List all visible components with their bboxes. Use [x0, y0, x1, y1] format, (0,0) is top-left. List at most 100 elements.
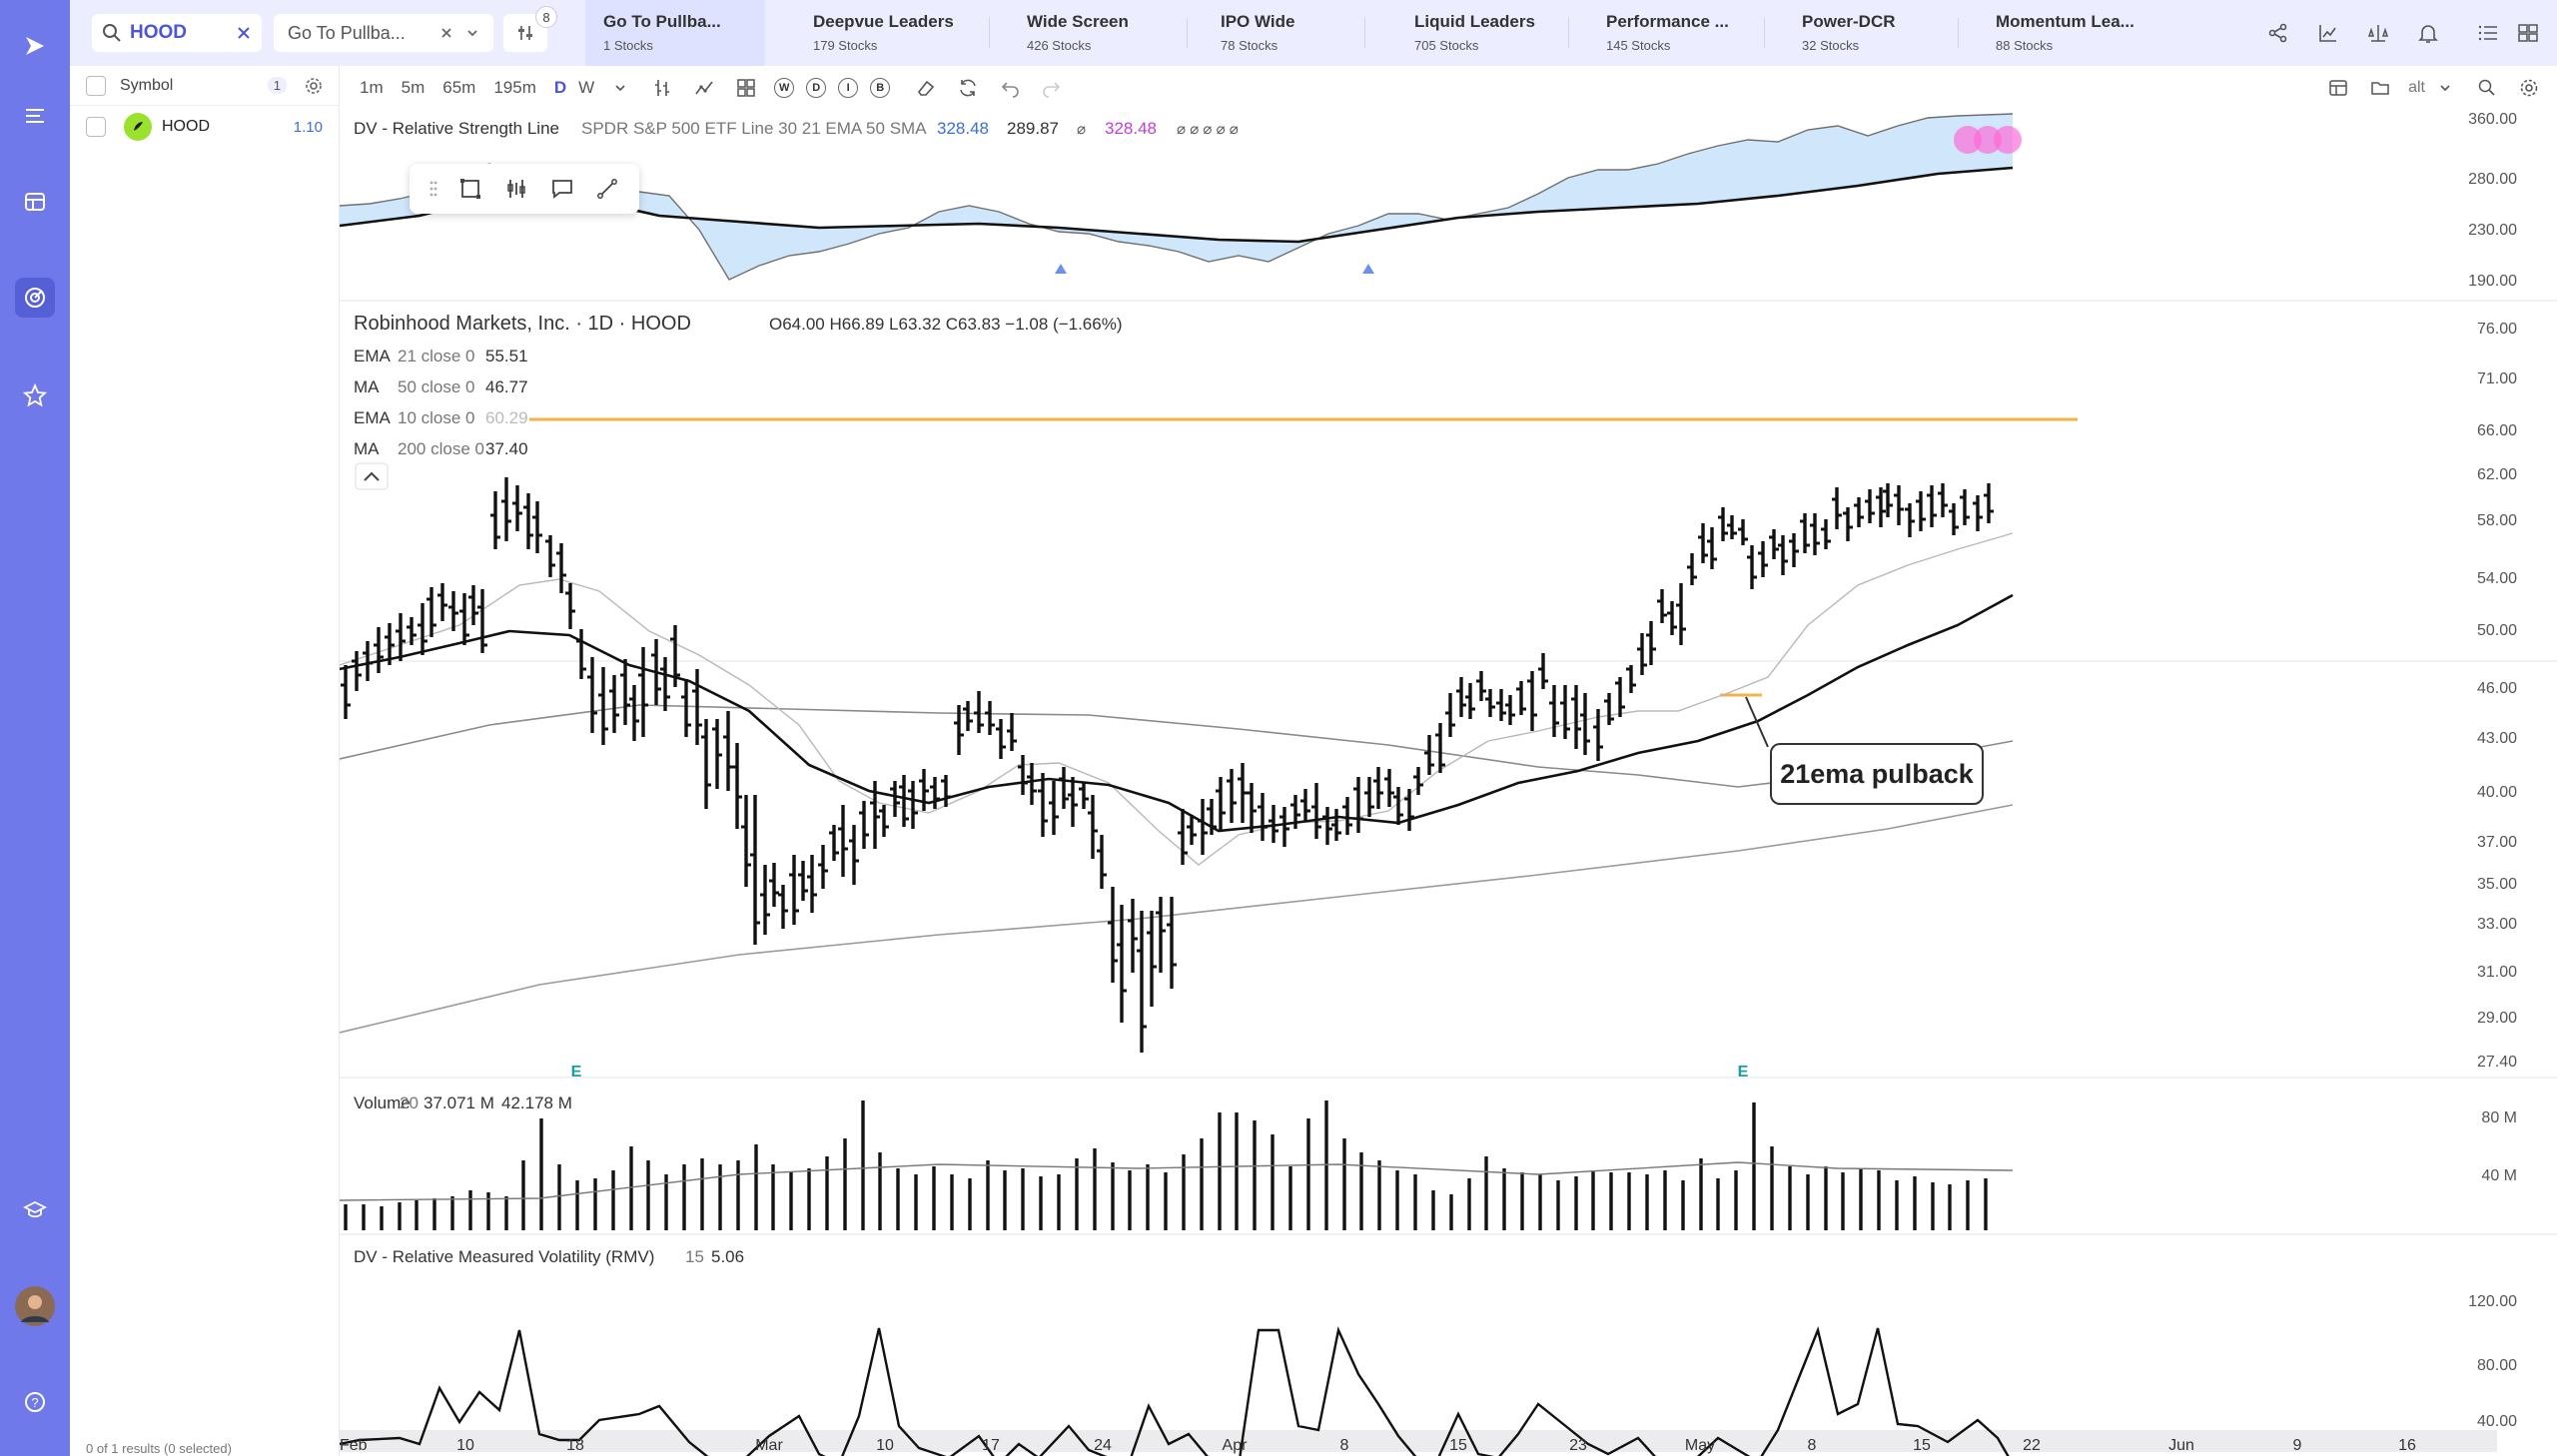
undo-icon[interactable] — [996, 74, 1024, 102]
tab-watchlist-4[interactable]: IPO Wide 78 Stocks — [1203, 0, 1312, 66]
menu-lines-icon[interactable] — [15, 96, 55, 136]
tab-divider — [1958, 18, 1959, 48]
gear-icon[interactable] — [305, 77, 323, 95]
drag-handle-icon[interactable] — [420, 175, 447, 203]
tab-watchlist-1[interactable]: Go To Pullba... 1 Stocks — [585, 0, 765, 66]
templates-icon[interactable] — [732, 74, 760, 102]
symbol-list-header: Symbol 1 — [70, 66, 339, 106]
tab-watchlist-3[interactable]: Wide Screen 426 Stocks — [1009, 0, 1147, 66]
target-icon[interactable] — [15, 278, 55, 318]
timeframe-65m[interactable]: 65m — [442, 78, 476, 97]
x-axis-label: May — [1685, 1437, 1715, 1454]
x-axis-label: 10 — [456, 1437, 474, 1454]
comment-tool-icon[interactable] — [548, 175, 576, 203]
left-rail: ? — [0, 0, 70, 1456]
annotation-leader — [1745, 696, 1769, 748]
tab-count: 1 Stocks — [603, 38, 653, 53]
price-axis-label: 54.00 — [2477, 570, 2517, 587]
panel-layout-icon[interactable] — [2324, 74, 2352, 102]
indicator-name: EMA — [354, 347, 392, 365]
price-axis-label: 62.00 — [2477, 466, 2517, 483]
avatar[interactable] — [15, 1286, 55, 1326]
trendline-tool-icon[interactable] — [593, 175, 621, 203]
x-axis-label: Mar — [755, 1437, 783, 1454]
indicator-value: 46.77 — [485, 377, 528, 396]
redo-icon[interactable] — [1038, 74, 1066, 102]
watchlist-select-value: Go To Pullba... — [288, 22, 406, 43]
rs-new-high-marker — [1362, 264, 1374, 274]
close-icon[interactable] — [439, 26, 453, 40]
timeframe-d[interactable]: D — [553, 78, 567, 97]
select-all-checkbox[interactable] — [86, 75, 106, 96]
x-axis-label: 15 — [1449, 1437, 1467, 1454]
list-item[interactable]: HOOD 1.10 — [70, 106, 339, 148]
timeframe-195m[interactable]: 195m — [493, 78, 536, 97]
rmv-axis-label: 120.00 — [2468, 1293, 2517, 1310]
search-box[interactable]: HOOD — [92, 14, 262, 52]
chevron-down-icon[interactable] — [606, 74, 634, 102]
rs-new-high-marker — [1055, 264, 1067, 274]
bar-pattern-tool-icon[interactable] — [502, 175, 530, 203]
row-checkbox[interactable] — [86, 117, 106, 137]
weekly-overlay-button[interactable]: W — [774, 78, 795, 98]
x-axis-label: 9 — [2293, 1437, 2302, 1454]
tab-watchlist-5[interactable]: Liquid Leaders 705 Stocks — [1396, 0, 1553, 66]
graduation-icon[interactable] — [15, 1190, 55, 1230]
bar-style-icon[interactable] — [648, 74, 676, 102]
chevron-down-icon[interactable] — [465, 26, 479, 40]
tab-name: Go To Pullba... — [603, 12, 721, 31]
help-icon[interactable]: ? — [15, 1382, 55, 1422]
line-chart-icon[interactable] — [2313, 18, 2343, 48]
indicators-icon[interactable] — [690, 74, 718, 102]
grid-layout-icon[interactable] — [2513, 18, 2543, 48]
tab-watchlist-7[interactable]: Power-DCR 32 Stocks — [1784, 0, 1914, 66]
timeframe-5m[interactable]: 5m — [401, 78, 426, 97]
drawing-toolbar — [410, 164, 639, 214]
logo-icon[interactable] — [15, 26, 55, 66]
share-icon[interactable] — [2263, 18, 2293, 48]
rs-new-high-dot — [1954, 126, 1982, 154]
timeframe-w[interactable]: W — [578, 78, 595, 97]
timeframe-1m[interactable]: 1m — [360, 78, 384, 97]
rs-area-fill — [340, 114, 2013, 280]
rectangle-tool-icon[interactable] — [457, 175, 485, 203]
folder-icon[interactable] — [2366, 74, 2394, 102]
watchlist-select[interactable]: Go To Pullba... — [274, 14, 493, 52]
chart-annotation[interactable]: 21ema pulback — [1770, 743, 1984, 805]
refresh-icon[interactable] — [954, 74, 982, 102]
alt-label[interactable]: alt — [2408, 79, 2425, 96]
tab-divider — [1764, 18, 1765, 48]
price-axis-label: 76.00 — [2477, 321, 2517, 338]
chevron-down-icon[interactable] — [2431, 74, 2459, 102]
zoom-icon[interactable] — [2473, 74, 2501, 102]
list-icon[interactable] — [2473, 18, 2503, 48]
daily-overlay-button[interactable]: D — [806, 78, 827, 98]
star-icon[interactable] — [15, 375, 55, 415]
tab-count: 78 Stocks — [1221, 38, 1278, 53]
tab-watchlist-6[interactable]: Performance ... 145 Stocks — [1588, 0, 1747, 66]
tab-name: Deepvue Leaders — [813, 12, 954, 31]
collapse-legend-button — [355, 462, 389, 490]
b-button[interactable]: B — [870, 78, 891, 98]
null-marker: ⌀ — [1077, 121, 1086, 138]
info-button[interactable]: I — [838, 78, 859, 98]
bell-icon[interactable] — [2413, 18, 2443, 48]
rs-title: DV - Relative Strength Line — [354, 119, 559, 138]
scale-icon[interactable] — [2363, 18, 2393, 48]
tab-count: 88 Stocks — [1996, 38, 2054, 53]
x-axis-label: 18 — [566, 1437, 584, 1454]
search-input[interactable]: HOOD — [130, 22, 187, 43]
close-icon[interactable] — [236, 25, 252, 41]
layout-icon[interactable] — [15, 182, 55, 222]
tab-watchlist-2[interactable]: Deepvue Leaders 179 Stocks — [795, 0, 972, 66]
rs-value-1: 328.48 — [937, 119, 989, 138]
gear-icon[interactable] — [2515, 74, 2543, 102]
tab-watchlist-8[interactable]: Momentum Lea... 88 Stocks — [1978, 0, 2152, 66]
chart-canvas[interactable]: 360.00 280.00 230.00 190.00 DV - Relative St… — [340, 66, 2557, 1456]
rs-axis-label: 230.00 — [2468, 222, 2517, 239]
symbol-column-header[interactable]: Symbol — [120, 76, 174, 94]
eraser-icon[interactable] — [912, 74, 940, 102]
volume-axis-label: 40 M — [2481, 1167, 2517, 1184]
ema10-line — [340, 532, 2014, 866]
